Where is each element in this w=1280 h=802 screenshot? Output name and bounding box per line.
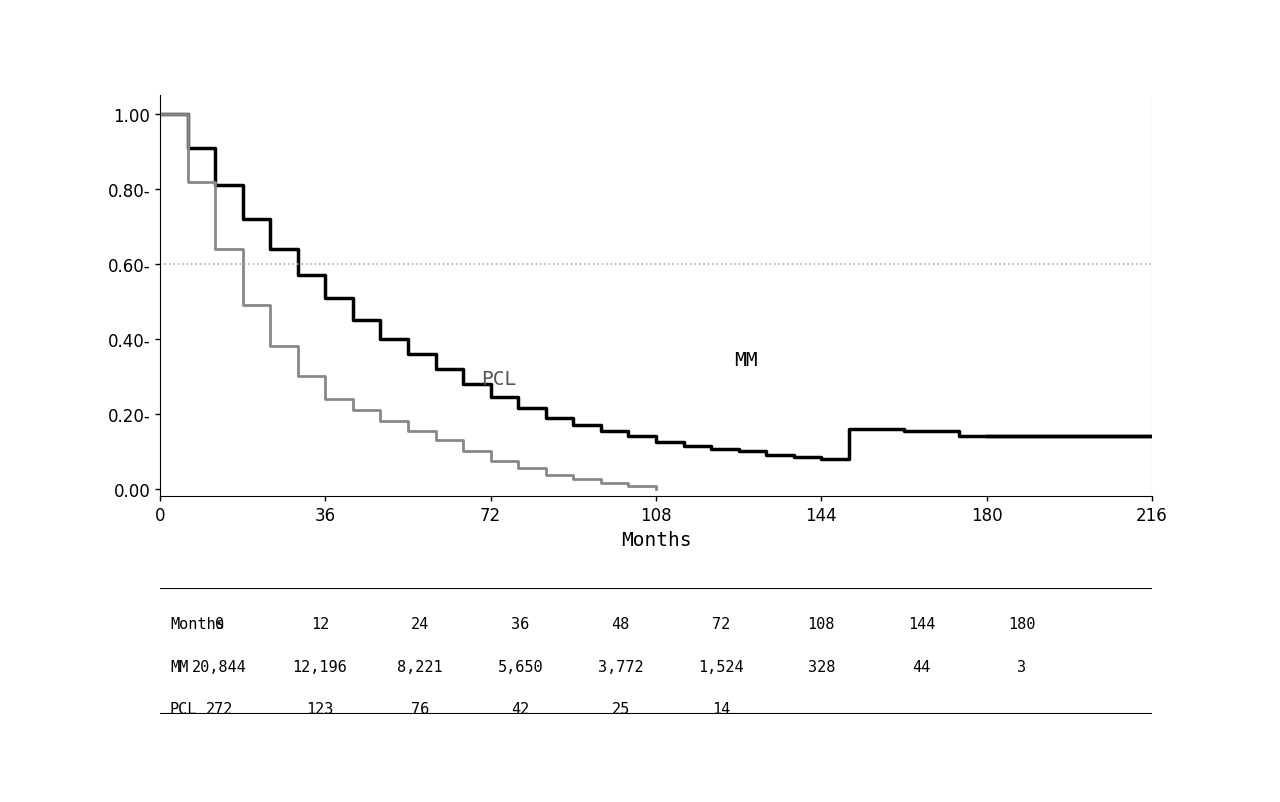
Text: PCL: PCL bbox=[481, 370, 517, 388]
Text: 1,524: 1,524 bbox=[698, 658, 744, 674]
Text: 36: 36 bbox=[511, 616, 530, 631]
Text: MM: MM bbox=[170, 658, 188, 674]
Text: 12,196: 12,196 bbox=[292, 658, 347, 674]
Text: 108: 108 bbox=[808, 616, 835, 631]
Text: 8,221: 8,221 bbox=[397, 658, 443, 674]
Text: 20,844: 20,844 bbox=[192, 658, 247, 674]
Text: 76: 76 bbox=[411, 701, 429, 716]
Text: 3: 3 bbox=[1018, 658, 1027, 674]
Text: MM: MM bbox=[733, 350, 758, 370]
Text: 12: 12 bbox=[311, 616, 329, 631]
Text: 123: 123 bbox=[306, 701, 334, 716]
Text: 144: 144 bbox=[908, 616, 936, 631]
Text: 24: 24 bbox=[411, 616, 429, 631]
Text: 328: 328 bbox=[808, 658, 835, 674]
Text: 5,650: 5,650 bbox=[498, 658, 543, 674]
Text: 14: 14 bbox=[712, 701, 730, 716]
Text: 44: 44 bbox=[913, 658, 931, 674]
Text: 3,772: 3,772 bbox=[598, 658, 644, 674]
Text: 25: 25 bbox=[612, 701, 630, 716]
Text: 42: 42 bbox=[511, 701, 530, 716]
Text: PCL: PCL bbox=[170, 701, 197, 716]
Text: 72: 72 bbox=[712, 616, 730, 631]
Text: 0: 0 bbox=[215, 616, 224, 631]
Text: Months: Months bbox=[170, 616, 225, 631]
Text: 48: 48 bbox=[612, 616, 630, 631]
X-axis label: Months: Months bbox=[621, 530, 691, 549]
Text: 272: 272 bbox=[206, 701, 233, 716]
Text: 180: 180 bbox=[1009, 616, 1036, 631]
